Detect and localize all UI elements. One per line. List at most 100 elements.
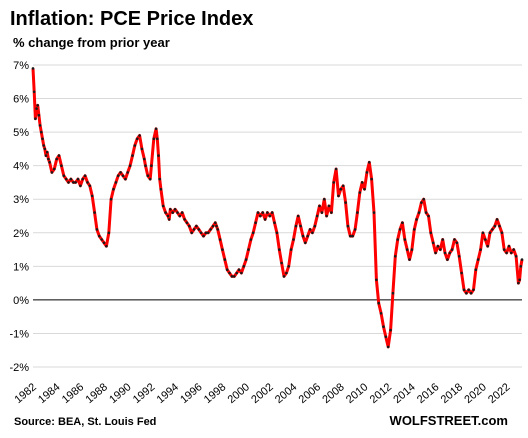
x-tick-label: 1994 (155, 381, 181, 406)
x-tick-label: 2004 (273, 381, 299, 406)
data-point (43, 147, 47, 151)
x-tick-label: 2000 (226, 381, 252, 406)
data-point (408, 258, 411, 261)
data-point (40, 130, 43, 134)
data-point (228, 271, 231, 275)
data-point (159, 187, 163, 191)
data-point (520, 258, 524, 261)
data-point (311, 231, 314, 235)
data-point (176, 211, 179, 214)
data-point (204, 231, 208, 235)
data-point (53, 167, 56, 171)
source-note: Source: BEA, St. Louis Fed (14, 416, 156, 428)
data-point (180, 211, 184, 214)
data-point (79, 184, 82, 188)
data-point (98, 234, 101, 238)
data-point (112, 187, 115, 191)
data-point (42, 144, 45, 147)
data-point (429, 231, 433, 235)
data-point (60, 164, 63, 167)
data-point (439, 248, 442, 251)
series-layer (31, 67, 524, 349)
data-point (306, 234, 310, 238)
y-tick-label: 4% (13, 161, 29, 173)
data-point (135, 137, 139, 141)
data-point (100, 238, 103, 241)
x-tick-label: 1984 (36, 381, 62, 406)
data-point (505, 251, 508, 255)
data-point (57, 154, 61, 157)
data-point (446, 258, 449, 261)
data-point (195, 224, 198, 228)
data-point (436, 244, 440, 248)
x-tick-label: 1986 (60, 381, 86, 406)
data-point (358, 191, 362, 194)
x-tick-label: 2016 (415, 381, 441, 406)
data-point (320, 211, 324, 214)
data-point (146, 174, 150, 177)
data-point (282, 275, 286, 278)
data-point (410, 248, 414, 251)
data-point (167, 218, 171, 221)
data-point (62, 174, 66, 177)
data-point (197, 228, 201, 231)
data-point (109, 197, 113, 201)
data-point (45, 150, 49, 154)
x-tick-label: 2020 (462, 381, 488, 406)
data-point (178, 214, 182, 218)
data-point (356, 211, 359, 214)
data-point (161, 204, 165, 208)
data-point (41, 137, 44, 141)
y-tick-label: -1% (9, 328, 29, 340)
data-point (341, 184, 345, 188)
x-axis-tick-labels: 1982198419861988199019921994199619982000… (12, 381, 512, 406)
data-point (76, 177, 80, 181)
data-point (67, 181, 70, 184)
data-point (308, 228, 312, 231)
data-point (273, 221, 276, 224)
data-point (47, 157, 50, 161)
y-tick-label: 1% (13, 261, 29, 273)
data-point (90, 194, 94, 198)
data-point (443, 251, 447, 255)
data-point (102, 241, 106, 245)
data-point (185, 221, 189, 224)
data-point (427, 214, 430, 218)
data-point (107, 231, 111, 235)
data-point (457, 254, 461, 258)
data-point (476, 258, 480, 261)
x-tick-label: 1982 (12, 381, 38, 406)
x-tick-label: 2006 (297, 381, 323, 406)
data-point (158, 177, 161, 181)
data-point (401, 221, 404, 224)
data-point (469, 291, 473, 295)
data-point (171, 211, 174, 214)
x-tick-label: 2014 (391, 381, 417, 406)
data-point (83, 174, 87, 177)
data-point (202, 234, 205, 238)
data-point (327, 204, 331, 208)
data-point (157, 154, 160, 157)
brand-watermark: WOLFSTREET.com (390, 413, 508, 428)
data-point (379, 312, 383, 315)
data-point (389, 328, 392, 332)
x-tick-label: 2012 (368, 381, 394, 406)
grid-layer (33, 64, 522, 368)
data-point (230, 275, 234, 278)
data-point (325, 214, 328, 218)
data-point (285, 271, 288, 275)
data-point (254, 221, 257, 224)
data-point (34, 117, 37, 120)
y-tick-label: 0% (13, 295, 29, 307)
data-point (474, 268, 478, 272)
x-tick-label: 1990 (107, 381, 133, 406)
data-point (334, 167, 338, 171)
data-point (251, 231, 255, 235)
x-tick-label: 1992 (131, 381, 157, 406)
data-point (133, 144, 137, 147)
data-point (261, 211, 265, 214)
data-point (211, 224, 215, 228)
data-point (289, 248, 293, 251)
data-point (465, 291, 468, 295)
data-point (275, 231, 279, 235)
